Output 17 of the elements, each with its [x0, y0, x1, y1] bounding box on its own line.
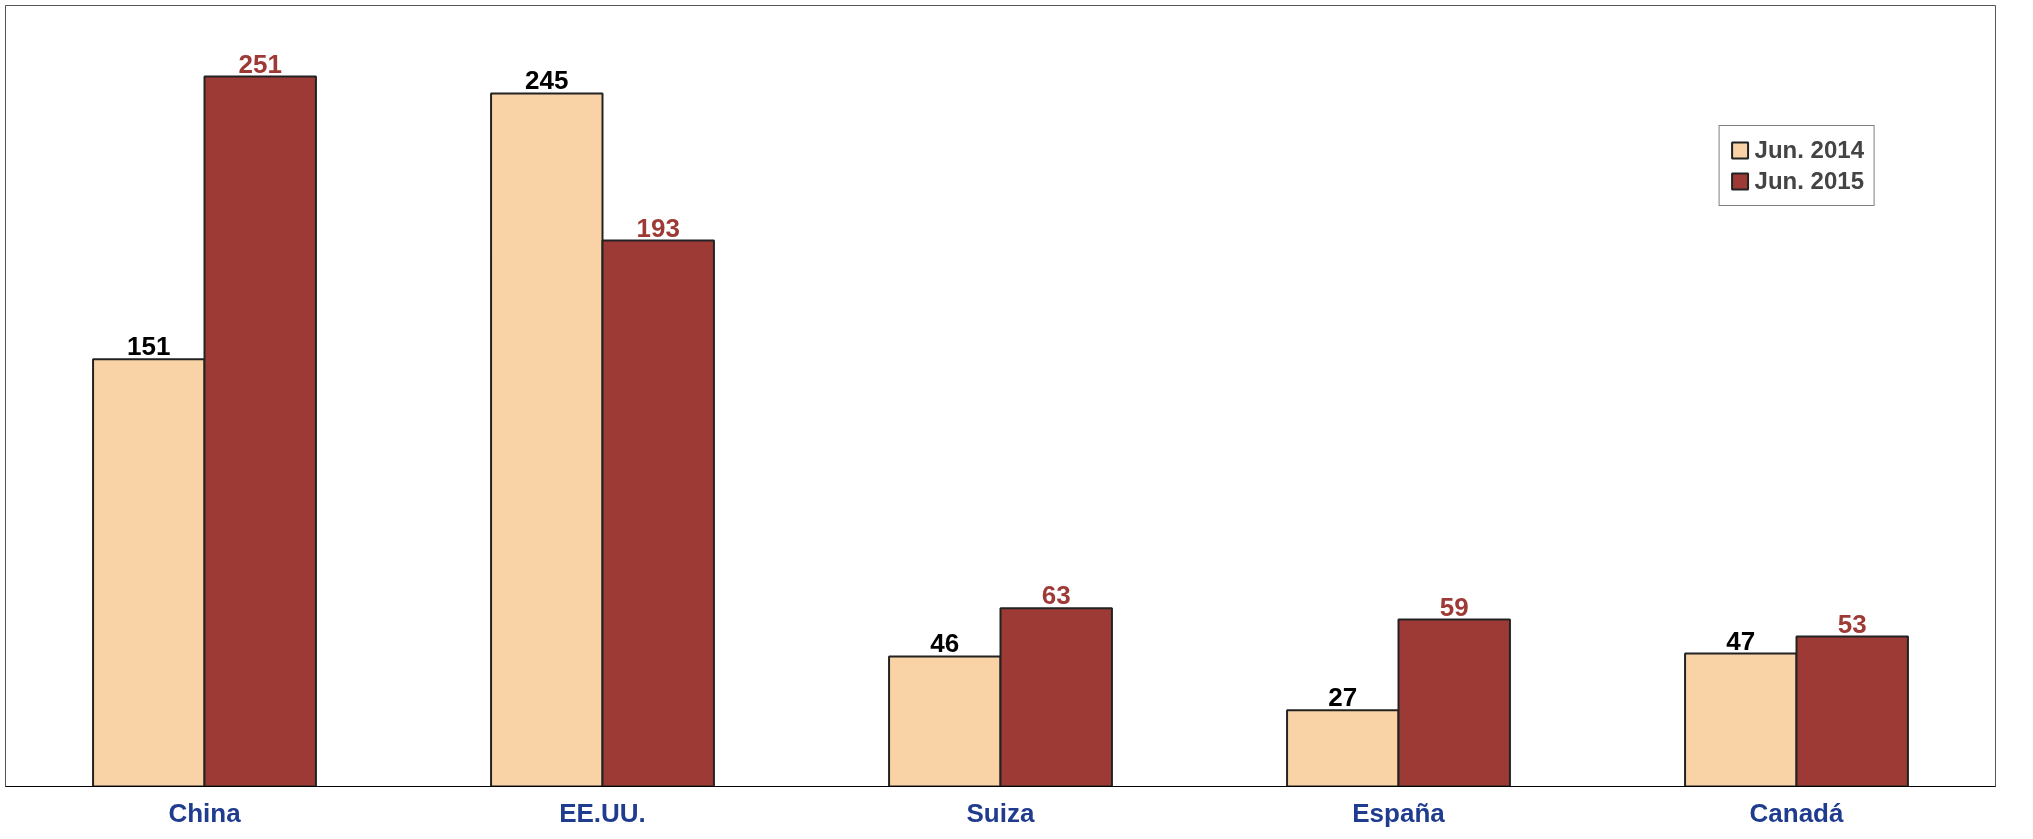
x-tick-label: Canadá: [1749, 797, 1844, 828]
data-label: 27: [1328, 682, 1358, 713]
data-label: 46: [930, 628, 960, 659]
legend-label: Jun. 2014: [1754, 136, 1864, 164]
data-label: 193: [636, 212, 680, 243]
data-label: 63: [1041, 580, 1071, 611]
data-label: 47: [1726, 625, 1756, 656]
x-tick-label: España: [1352, 797, 1446, 828]
legend-label: Jun. 2015: [1754, 167, 1864, 195]
x-tick-label: China: [168, 797, 242, 828]
data-label: 251: [238, 48, 282, 79]
x-tick-label: EE.UU.: [559, 797, 646, 828]
data-label: 53: [1837, 608, 1867, 639]
data-label: 151: [127, 331, 171, 362]
data-label: 59: [1439, 591, 1469, 622]
data-label: 245: [525, 65, 569, 96]
x-tick-label: Suiza: [966, 797, 1035, 828]
